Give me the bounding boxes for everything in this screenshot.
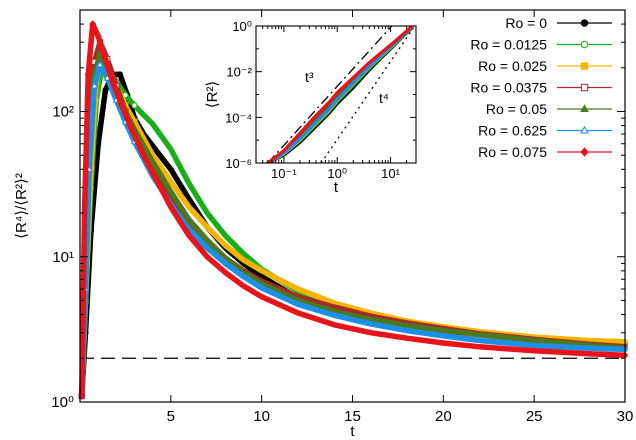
legend-marker bbox=[580, 83, 589, 92]
legend-label: Ro = 0.05 bbox=[486, 101, 547, 117]
legend-entry-ro-0-05: Ro = 0.05 bbox=[486, 101, 612, 117]
inset-series-ro-0-075 bbox=[266, 26, 414, 163]
y-tick-label: 10² bbox=[52, 104, 74, 121]
inset-y-tick-label: 10⁻⁴ bbox=[225, 110, 252, 125]
x-tick-label: 5 bbox=[167, 408, 175, 425]
x-tick-label: 25 bbox=[526, 408, 543, 425]
x-tick-label: 30 bbox=[617, 408, 634, 425]
inset-clipped bbox=[266, 26, 416, 163]
x-tick-label: 20 bbox=[435, 408, 452, 425]
main-series-line bbox=[79, 21, 628, 399]
legend-marker bbox=[580, 104, 589, 113]
inset-reference-t bbox=[267, 26, 393, 163]
main-series-point bbox=[90, 81, 99, 89]
main-series-point bbox=[101, 54, 109, 63]
legend-label: Ro = 0 bbox=[505, 15, 547, 31]
main-series-point bbox=[96, 60, 104, 68]
legend-marker bbox=[580, 62, 589, 70]
y-tick-label: 10⁰ bbox=[51, 394, 74, 411]
main-series-point bbox=[81, 209, 89, 218]
main-plot: 5 10 15 20 25 30 10⁰ 10¹ 10² t ⟨R⁴⟩/⟨R²⟩² bbox=[13, 9, 634, 440]
inset-x-axis-label: t bbox=[334, 179, 339, 196]
inset-y-tick-label: 10⁰ bbox=[232, 19, 252, 34]
legend-marker bbox=[580, 40, 589, 49]
inset-y-tick-label: 10⁻² bbox=[226, 65, 252, 80]
legend-entry-ro-0-0375: Ro = 0.0375 bbox=[470, 80, 612, 96]
inset-annotation-t4: t⁴ bbox=[379, 90, 389, 106]
main-series-point bbox=[102, 87, 109, 94]
legend-marker bbox=[580, 147, 589, 157]
legend-label: Ro = 0.625 bbox=[478, 123, 547, 139]
legend-label: Ro = 0.075 bbox=[478, 144, 547, 160]
main-series-point bbox=[116, 71, 124, 78]
main-series-point bbox=[84, 70, 92, 79]
legend-entry-ro-0-0125: Ro = 0.0125 bbox=[470, 37, 612, 53]
main-series-point bbox=[127, 123, 135, 132]
main-series-point bbox=[94, 32, 102, 41]
legend-label: Ro = 0.025 bbox=[478, 58, 547, 74]
main-series-ro-0-075 bbox=[78, 20, 628, 400]
inset-y-tick-label: 10⁻⁶ bbox=[225, 156, 252, 171]
y-axis-label: ⟨R⁴⟩/⟨R²⟩² bbox=[13, 173, 30, 239]
legend: Ro = 0 Ro = 0.0125 Ro = 0.025 Ro = 0.0375 Ro… bbox=[470, 15, 612, 160]
x-axis-label: t bbox=[350, 423, 355, 440]
x-tick-label: 15 bbox=[344, 408, 361, 425]
inset-plot: 10⁻¹ 10⁰ 10¹ 10⁻⁶ 10⁻⁴ 10⁻² 10⁰ t³ t⁴ t ⟨R²⟩ bbox=[204, 19, 417, 196]
x-tick-label: 10 bbox=[253, 408, 270, 425]
inset-x-tick-label: 10⁰ bbox=[327, 166, 347, 181]
legend-entry-ro-0-075: Ro = 0.075 bbox=[478, 144, 612, 160]
y-tick-label: 10¹ bbox=[52, 249, 74, 266]
main-series-point bbox=[109, 77, 117, 86]
legend-marker bbox=[580, 125, 589, 134]
legend-label: Ro = 0.0125 bbox=[470, 37, 547, 53]
inset-reference-t bbox=[320, 26, 416, 163]
inset-y-axis-label: ⟨R²⟩ bbox=[204, 81, 221, 109]
legend-entry-ro-0: Ro = 0 bbox=[505, 15, 612, 31]
inset-x-tick-label: 10¹ bbox=[381, 166, 400, 181]
main-series-point bbox=[89, 20, 97, 29]
legend-label: Ro = 0.0375 bbox=[470, 80, 547, 96]
legend-entry-ro-0-625: Ro = 0.625 bbox=[478, 123, 612, 139]
main-series-point bbox=[118, 101, 126, 110]
main-series-point bbox=[131, 102, 138, 109]
inset-annotation-t3: t³ bbox=[305, 69, 314, 85]
legend-marker bbox=[580, 19, 589, 27]
legend-entry-ro-0-025: Ro = 0.025 bbox=[478, 58, 612, 74]
inset-x-tick-label: 10⁻¹ bbox=[271, 166, 297, 181]
